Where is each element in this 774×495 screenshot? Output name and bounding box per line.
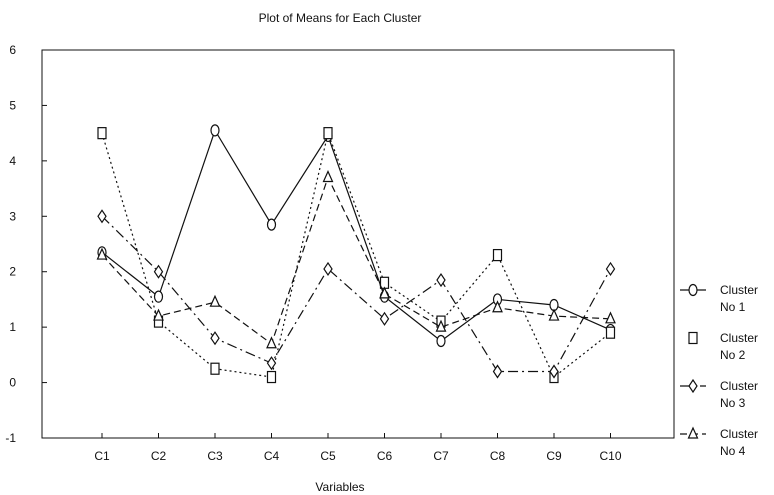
legend-label-line2: No 1 bbox=[720, 300, 746, 314]
series-3-line bbox=[101, 215, 612, 373]
legend-item-1: Cluster No 1 bbox=[680, 283, 758, 314]
legend-marker bbox=[688, 283, 698, 297]
legend-label-line1: Cluster bbox=[720, 427, 758, 441]
series-3-point bbox=[605, 261, 616, 277]
series-3-point bbox=[266, 356, 277, 371]
series-3-point bbox=[210, 331, 220, 346]
series-4-point bbox=[209, 294, 221, 307]
series-4-point bbox=[379, 286, 390, 299]
y-tick-label: 1 bbox=[9, 320, 16, 334]
y-tick-label: 6 bbox=[9, 43, 16, 57]
series-4-point bbox=[605, 311, 616, 324]
chart-title: Plot of Means for Each Cluster bbox=[259, 11, 422, 25]
x-tick-label-c5: C5 bbox=[320, 449, 336, 463]
x-tick-label-c3: C3 bbox=[207, 449, 223, 463]
series-4-point bbox=[153, 308, 164, 321]
series-2-point bbox=[97, 127, 107, 140]
x-tick-label-c7: C7 bbox=[433, 449, 449, 463]
series-4 bbox=[96, 170, 616, 349]
x-axis-label: Variables bbox=[315, 480, 364, 494]
y-tick-label: 5 bbox=[9, 98, 16, 112]
legend-label-line2: No 3 bbox=[720, 396, 746, 410]
series-3-point bbox=[97, 209, 107, 224]
x-tick-label-c10: C10 bbox=[599, 449, 621, 463]
x-tick-label-c1: C1 bbox=[94, 449, 110, 463]
series-1 bbox=[97, 124, 616, 348]
series-1-point bbox=[153, 290, 164, 303]
legend-label-line2: No 2 bbox=[720, 348, 746, 362]
legend-label-line1: Cluster bbox=[720, 283, 758, 297]
series-1-point bbox=[436, 334, 446, 348]
series-2-point bbox=[605, 326, 616, 339]
x-tick-label-c9: C9 bbox=[546, 449, 562, 463]
y-tick-label: 0 bbox=[9, 376, 16, 390]
legend-label-line2: No 4 bbox=[720, 444, 746, 458]
series-4-line bbox=[101, 175, 611, 345]
y-tick-label: 2 bbox=[9, 265, 16, 279]
legend-marker bbox=[688, 331, 698, 345]
series-2-line bbox=[101, 131, 611, 378]
y-axis: -1 0 1 2 3 4 5 6 bbox=[5, 43, 47, 445]
y-tick-label: -1 bbox=[5, 431, 16, 445]
series-3-point bbox=[323, 261, 333, 277]
legend-marker bbox=[688, 378, 698, 394]
series-1-point bbox=[266, 218, 277, 231]
series-3-point bbox=[153, 264, 164, 279]
x-axis: C1 C2 C3 C4 C5 C6 C7 C8 C9 C10 bbox=[94, 433, 622, 463]
series-4-point bbox=[548, 308, 560, 321]
series-3-point bbox=[379, 311, 390, 326]
legend-item-2: Cluster No 2 bbox=[688, 331, 758, 362]
series-2-point bbox=[210, 362, 220, 375]
series-4-point bbox=[96, 247, 108, 260]
series-3-point bbox=[436, 272, 446, 288]
series-1-point bbox=[210, 124, 220, 137]
legend-marker bbox=[687, 426, 699, 439]
x-tick-label-c2: C2 bbox=[151, 449, 167, 463]
legend-item-3: Cluster No 3 bbox=[680, 378, 758, 410]
y-tick-label: 4 bbox=[9, 154, 16, 168]
y-tick-label: 3 bbox=[9, 209, 16, 223]
series-layer bbox=[96, 124, 616, 384]
legend-item-4: Cluster No 4 bbox=[680, 426, 758, 458]
plot-frame bbox=[41, 49, 675, 439]
series-2-point bbox=[492, 248, 503, 262]
series-3 bbox=[97, 209, 616, 379]
series-4-point bbox=[492, 300, 503, 313]
series-3-point bbox=[549, 364, 559, 379]
x-tick-label-c4: C4 bbox=[264, 449, 280, 463]
series-2-point bbox=[323, 127, 333, 140]
x-tick-label-c6: C6 bbox=[377, 449, 393, 463]
x-tick-label-c8: C8 bbox=[490, 449, 506, 463]
legend-label-line1: Cluster bbox=[720, 379, 758, 393]
series-3-point bbox=[492, 364, 503, 379]
series-2-point bbox=[266, 370, 277, 384]
series-4-point bbox=[266, 336, 277, 349]
legend-label-line1: Cluster bbox=[720, 331, 758, 345]
series-2 bbox=[97, 127, 616, 384]
series-4-point bbox=[435, 319, 447, 332]
series-4-point bbox=[322, 170, 334, 183]
series-1-line bbox=[101, 128, 611, 342]
